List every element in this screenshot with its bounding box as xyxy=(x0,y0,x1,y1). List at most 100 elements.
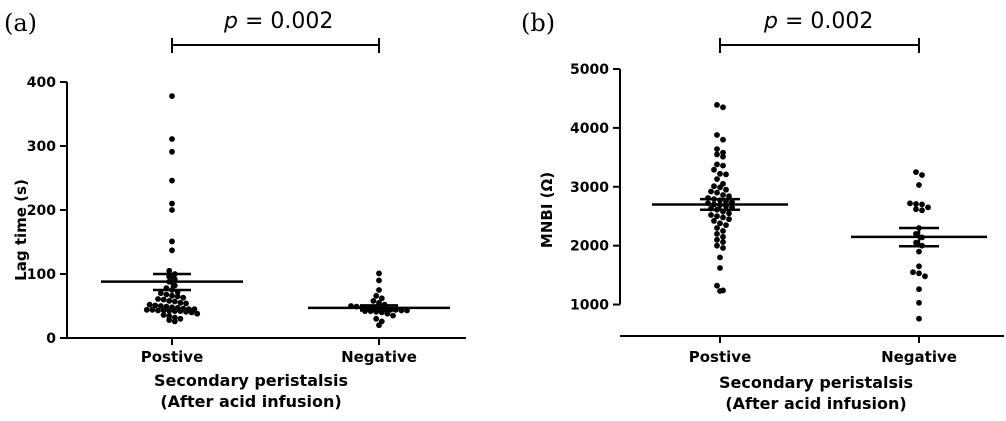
panel-b-data-point xyxy=(711,183,717,190)
panel-b-data-point xyxy=(714,146,720,153)
panel-b-data-point xyxy=(919,201,925,208)
panel-b-x-axis-title-line2: (After acid infusion) xyxy=(725,394,906,413)
panel-a-y-tick-label: 300 xyxy=(27,139,56,155)
panel-b-label: (b) xyxy=(521,9,555,37)
panel-a-axes: 0 100 200 300 400 Postive Negative xyxy=(27,75,466,366)
panel-b-data-point xyxy=(916,286,922,293)
panel-a-data-point xyxy=(177,315,184,322)
panel-a-data-point xyxy=(169,93,175,99)
panel-a-p-value: p = 0.002 xyxy=(223,9,333,34)
panel-b-data-point xyxy=(907,200,913,207)
panel-b-points xyxy=(705,102,931,322)
panel-a-data-point xyxy=(177,299,184,306)
panel-a-data-point xyxy=(155,307,161,314)
panel-a-data-point xyxy=(376,322,382,329)
panel-a-data-point xyxy=(166,308,173,314)
panel-b-data-point xyxy=(919,207,925,214)
panel-b-data-point xyxy=(720,136,726,143)
panel-a-data-point xyxy=(174,293,181,300)
panel-a-data-point xyxy=(157,303,164,309)
panel-a-y-tick-label: 100 xyxy=(27,267,56,283)
panel-b-data-point xyxy=(720,228,726,234)
panel-a-data-point xyxy=(160,296,167,303)
panel-b-p-symbol: p xyxy=(763,9,778,34)
panel-a-data-point xyxy=(378,295,385,302)
panel-a-significance-bracket xyxy=(171,38,380,53)
panel-b-data-point xyxy=(714,213,720,220)
panel-a-data-point xyxy=(169,148,175,155)
panel-b-data-point xyxy=(925,204,931,211)
panel-a-data-point xyxy=(169,136,175,142)
panel-b-data-point xyxy=(916,299,922,306)
panel-b-data-point xyxy=(720,233,726,240)
panel-b-data-point xyxy=(711,218,717,224)
panel-a-data-point xyxy=(373,292,380,299)
panel-b-data-point xyxy=(714,225,720,231)
panel-b-data-point xyxy=(720,104,726,111)
panel-b-data-point xyxy=(717,288,723,294)
panel-a-data-point xyxy=(376,270,382,277)
panel-b-data-point xyxy=(714,132,720,138)
panel-b-data-point xyxy=(916,248,922,255)
panel-b-data-point xyxy=(720,162,726,169)
panel-b-data-point xyxy=(717,220,723,227)
panel-a-y-tick-label: 0 xyxy=(46,331,56,347)
panel-b-data-point xyxy=(717,170,723,177)
panel-a-data-point xyxy=(146,301,153,308)
panel-a-x-axis-title-line2: (After acid infusion) xyxy=(160,392,341,411)
panel-b-data-point xyxy=(720,153,726,160)
panel-b-y-tick-label: 1000 xyxy=(570,298,609,314)
panel-b-data-point xyxy=(723,222,729,229)
panel-a-data-point xyxy=(169,207,175,213)
panel-a-data-point xyxy=(166,298,173,304)
panel-a-label: (a) xyxy=(4,9,37,37)
panel-a-data-point xyxy=(169,200,175,207)
panel-b-data-point xyxy=(913,239,919,246)
panel-b-data-point xyxy=(726,216,732,223)
panel-a-data-point xyxy=(171,308,178,314)
panel-a-data-point xyxy=(169,177,175,184)
panel-b-data-point xyxy=(714,151,720,158)
panel-a-data-point xyxy=(169,238,175,245)
panel-b-data-point xyxy=(711,166,717,173)
panel-a-data-point xyxy=(169,247,175,254)
panel-b-y-tick-label: 4000 xyxy=(570,121,609,137)
panel-b-data-point xyxy=(720,245,726,251)
panel-a-category-label: Negative xyxy=(341,348,417,366)
panel-b-data-point xyxy=(723,186,729,193)
panel-b-y-axis-title: MNBI (Ω) xyxy=(538,172,556,248)
panel-b-data-point xyxy=(714,282,720,289)
panel-b-data-point xyxy=(720,239,726,246)
panel-b-data-point xyxy=(913,201,919,207)
panel-b-data-point xyxy=(910,269,916,276)
panel-b-data-point xyxy=(714,102,720,108)
panel-a-data-point xyxy=(152,302,159,309)
panel-b-data-point xyxy=(913,169,919,176)
panel-a-data-point xyxy=(157,290,164,297)
panel-b-data-point xyxy=(913,206,919,213)
panel-a-data-point xyxy=(194,310,201,317)
panel-b-data-point xyxy=(913,231,919,237)
panel-b-data-point xyxy=(714,231,720,237)
panel-a-data-point xyxy=(155,296,161,302)
panel-a-chart: (a) p = 0.002 Lag time (s) 0 100 200 300 400… xyxy=(4,9,466,411)
panel-a-data-point xyxy=(166,317,173,323)
panel-b-data-point xyxy=(714,176,720,183)
panel-b-category-label: Postive xyxy=(689,348,752,366)
panel-b-data-point xyxy=(916,315,922,322)
panel-a-data-point xyxy=(163,291,170,298)
panel-a-data-point xyxy=(188,309,195,316)
panel-b-mean-sem xyxy=(652,197,987,248)
panel-a-p-symbol: p xyxy=(223,9,238,34)
panel-b-data-point xyxy=(714,242,720,249)
panel-a-data-point xyxy=(180,294,187,301)
panel-a-y-tick-label: 200 xyxy=(27,203,56,219)
panel-b-data-point xyxy=(720,149,726,156)
panel-a-category-label: Postive xyxy=(141,348,204,366)
panel-a-data-point xyxy=(171,298,178,305)
panel-a-data-point xyxy=(183,300,189,307)
panel-a-data-point xyxy=(390,312,396,319)
panel-b-x-axis-title-line1: Secondary peristalsis xyxy=(719,373,913,392)
panel-a-mean-sem xyxy=(101,272,450,312)
